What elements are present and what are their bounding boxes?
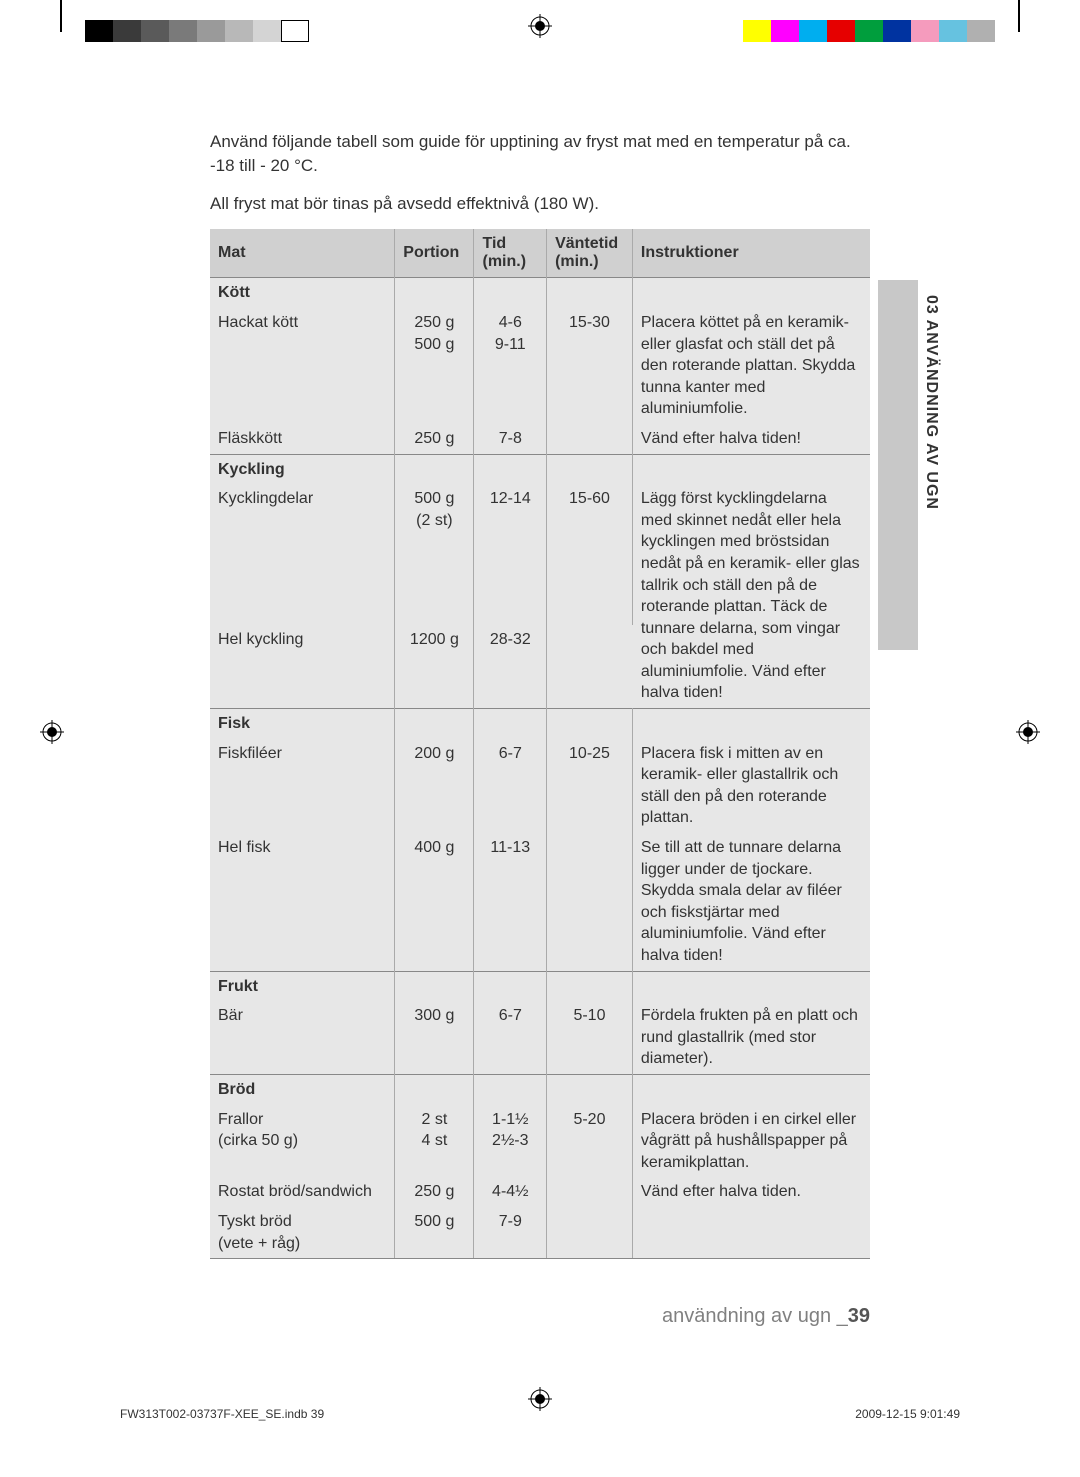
cell-mat: Fiskfiléer bbox=[210, 739, 395, 833]
cell-vantetid bbox=[547, 424, 633, 454]
cell-instr: Placera köttet på en keramik- eller glas… bbox=[632, 308, 870, 424]
section-title: Frukt bbox=[210, 971, 395, 1001]
cell-tid: 12-14 bbox=[474, 484, 547, 625]
registration-mark-icon bbox=[528, 14, 552, 38]
table-header-row: Mat Portion Tid (min.) Väntetid (min.) I… bbox=[210, 229, 870, 278]
cell-vantetid bbox=[547, 625, 633, 708]
cell-mat: Hackat kött bbox=[210, 308, 395, 424]
table-row: Rostat bröd/sandwich 250 g 4-4½ Vänd eft… bbox=[210, 1177, 870, 1207]
cell-vantetid bbox=[547, 1177, 633, 1207]
section-tab bbox=[878, 280, 918, 650]
grayscale-calibration-bar bbox=[85, 20, 309, 42]
cell-mat: Bär bbox=[210, 1001, 395, 1074]
col-vantetid: Väntetid (min.) bbox=[547, 229, 633, 278]
page-footer: användning av ugn _39 bbox=[662, 1305, 870, 1328]
cell-portion: 250 g bbox=[395, 1177, 474, 1207]
table-row: Fläskkött 250 g 7-8 Vänd efter halva tid… bbox=[210, 424, 870, 454]
cell-tid: 6-7 bbox=[474, 1001, 547, 1074]
cell-tid: 4-4½ bbox=[474, 1177, 547, 1207]
cell-portion: 2 st4 st bbox=[395, 1105, 474, 1178]
col-instruktioner: Instruktioner bbox=[632, 229, 870, 278]
cell-mat: Fläskkött bbox=[210, 424, 395, 454]
footer-label: användning av ugn _ bbox=[662, 1305, 848, 1327]
cell-vantetid bbox=[547, 1207, 633, 1259]
section-title-row: Frukt bbox=[210, 971, 870, 1001]
cell-vantetid bbox=[547, 833, 633, 971]
cell-instr: Se till att de tunnare delarna ligger un… bbox=[632, 833, 870, 971]
table-row: Hel fisk 400 g 11-13 Se till att de tunn… bbox=[210, 833, 870, 971]
page-content: Använd följande tabell som guide för upp… bbox=[0, 0, 1080, 1259]
cell-tid: 1-1½2½-3 bbox=[474, 1105, 547, 1178]
registration-mark-icon bbox=[40, 720, 64, 744]
cell-tid: 7-8 bbox=[474, 424, 547, 454]
cell-instr: Fördela frukten på en platt och rund gla… bbox=[632, 1001, 870, 1074]
section-title-row: Kyckling bbox=[210, 454, 870, 484]
cell-tid: 7-9 bbox=[474, 1207, 547, 1259]
table-row: Frallor(cirka 50 g) 2 st4 st 1-1½2½-3 5-… bbox=[210, 1105, 870, 1178]
table-row: Hackat kött 250 g500 g 4-69-11 15-30Plac… bbox=[210, 308, 870, 424]
table-row: Tyskt bröd(vete + råg) 500 g 7-9 bbox=[210, 1207, 870, 1259]
cell-mat: Rostat bröd/sandwich bbox=[210, 1177, 395, 1207]
section-title: Fisk bbox=[210, 709, 395, 739]
color-calibration-bar bbox=[743, 20, 995, 42]
section-title-row: Kött bbox=[210, 278, 870, 308]
section-title: Kött bbox=[210, 278, 395, 308]
defrost-table: Mat Portion Tid (min.) Väntetid (min.) I… bbox=[210, 229, 870, 1259]
cell-vantetid: 15-30 bbox=[547, 308, 633, 424]
cell-portion: 250 g500 g bbox=[395, 308, 474, 424]
registration-mark-icon bbox=[1016, 720, 1040, 744]
section-title: Bröd bbox=[210, 1074, 395, 1104]
col-portion: Portion bbox=[395, 229, 474, 278]
section-title-row: Fisk bbox=[210, 709, 870, 739]
cell-tid: 6-7 bbox=[474, 739, 547, 833]
cell-instr: Vänd efter halva tiden. bbox=[632, 1177, 870, 1207]
print-file-name: FW313T002-03737F-XEE_SE.indb 39 bbox=[120, 1407, 324, 1421]
cell-portion: 200 g bbox=[395, 739, 474, 833]
cell-portion: 500 g(2 st) bbox=[395, 484, 474, 625]
cell-vantetid: 5-20 bbox=[547, 1105, 633, 1178]
section-tab-label: 03 ANVÄNDNING AV UGN bbox=[922, 295, 940, 510]
cell-instr: Lägg först kycklingdelarna med skinnet n… bbox=[632, 484, 870, 708]
cell-instr: Vänd efter halva tiden! bbox=[632, 424, 870, 454]
cell-tid: 4-69-11 bbox=[474, 308, 547, 424]
cell-mat: Hel kyckling bbox=[210, 625, 395, 708]
cell-tid: 11-13 bbox=[474, 833, 547, 971]
cell-instr: Placera bröden i en cirkel eller vågrätt… bbox=[632, 1105, 870, 1178]
cell-instr bbox=[632, 1207, 870, 1259]
crop-mark bbox=[1018, 0, 1020, 32]
cell-vantetid: 10-25 bbox=[547, 739, 633, 833]
crop-mark bbox=[60, 0, 62, 32]
col-tid: Tid (min.) bbox=[474, 229, 547, 278]
intro-paragraph: Använd följande tabell som guide för upp… bbox=[210, 130, 870, 178]
cell-portion: 1200 g bbox=[395, 625, 474, 708]
print-meta-line: FW313T002-03737F-XEE_SE.indb 39 2009-12-… bbox=[120, 1407, 960, 1421]
section-title: Kyckling bbox=[210, 454, 395, 484]
table-row: Fiskfiléer 200 g 6-7 10-25Placera fisk i… bbox=[210, 739, 870, 833]
cell-portion: 300 g bbox=[395, 1001, 474, 1074]
cell-mat: Frallor(cirka 50 g) bbox=[210, 1105, 395, 1178]
cell-mat: Kycklingdelar bbox=[210, 484, 395, 625]
cell-tid: 28-32 bbox=[474, 625, 547, 708]
cell-mat: Tyskt bröd(vete + råg) bbox=[210, 1207, 395, 1259]
cell-portion: 500 g bbox=[395, 1207, 474, 1259]
print-timestamp: 2009-12-15 9:01:49 bbox=[855, 1407, 960, 1421]
page-number: 39 bbox=[848, 1305, 870, 1327]
table-row: Bär 300 g 6-7 5-10Fördela frukten på en … bbox=[210, 1001, 870, 1074]
cell-portion: 250 g bbox=[395, 424, 474, 454]
cell-portion: 400 g bbox=[395, 833, 474, 971]
table-row: Kycklingdelar 500 g(2 st) 12-14 15-60Läg… bbox=[210, 484, 870, 625]
intro-paragraph: All fryst mat bör tinas på avsedd effekt… bbox=[210, 192, 870, 216]
cell-vantetid: 5-10 bbox=[547, 1001, 633, 1074]
cell-vantetid: 15-60 bbox=[547, 484, 633, 625]
cell-instr: Placera fisk i mitten av en keramik- ell… bbox=[632, 739, 870, 833]
section-title-row: Bröd bbox=[210, 1074, 870, 1104]
col-mat: Mat bbox=[210, 229, 395, 278]
cell-mat: Hel fisk bbox=[210, 833, 395, 971]
